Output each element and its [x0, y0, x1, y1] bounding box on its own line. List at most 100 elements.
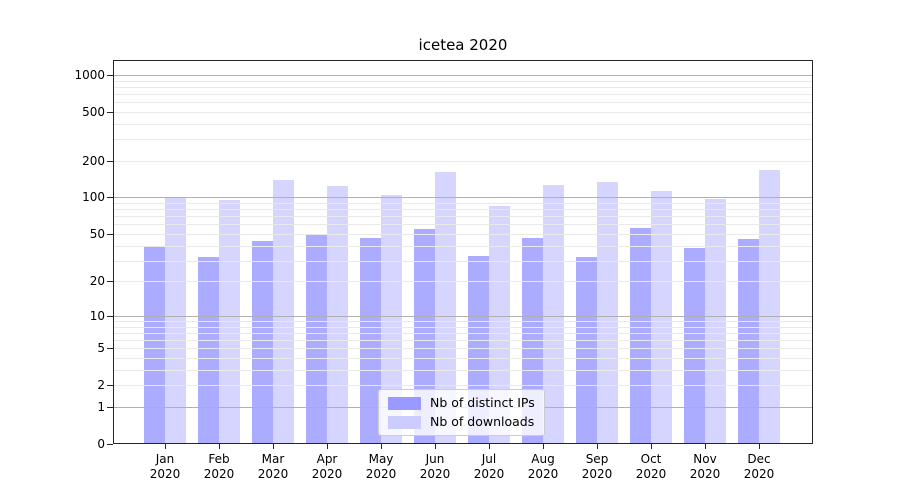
x-axis-tick-label: Mar 2020	[246, 452, 300, 482]
month-label: Jun	[425, 452, 445, 466]
year-label: 2020	[365, 467, 397, 481]
bar-distinct-ips-dec	[738, 239, 759, 443]
y-axis-tick-mark	[107, 75, 113, 76]
y-axis-tick-mark	[107, 407, 113, 408]
year-label: 2020	[581, 467, 613, 481]
x-axis-tick-mark	[759, 444, 760, 449]
y-axis-tick-mark	[107, 385, 113, 386]
y-axis-tick-label: 1	[97, 400, 105, 414]
bar-downloads-sep	[597, 182, 618, 443]
y-axis-tick-label: 200	[82, 154, 105, 168]
y-axis-tick-mark	[107, 316, 113, 317]
bar-downloads-mar	[273, 180, 294, 443]
x-axis-tick-mark	[219, 444, 220, 449]
gridline	[114, 75, 812, 76]
month-label: Jul	[481, 452, 497, 466]
month-label: Sep	[585, 452, 609, 466]
gridline	[114, 197, 812, 198]
bar-downloads-may	[381, 195, 402, 443]
gridline	[114, 87, 812, 88]
y-axis-tick-mark	[107, 281, 113, 282]
x-axis-tick-label: Jun 2020	[408, 452, 462, 482]
bar-downloads-jul	[489, 206, 510, 443]
legend-swatch-distinct-ips	[388, 396, 421, 410]
gridline	[114, 81, 812, 82]
year-label: 2020	[149, 467, 181, 481]
bar-downloads-oct	[651, 191, 672, 443]
gridline	[114, 112, 812, 113]
month-label: Nov	[693, 452, 717, 466]
y-axis-tick-label: 50	[89, 227, 105, 241]
x-axis-tick-mark	[381, 444, 382, 449]
y-axis-tick-label: 100	[82, 190, 105, 204]
y-axis-tick-label: 1000	[74, 68, 105, 82]
month-label: May	[368, 452, 394, 466]
year-label: 2020	[311, 467, 343, 481]
legend-label-downloads: Nb of downloads	[430, 414, 535, 429]
x-axis-tick-label: Sep 2020	[570, 452, 624, 482]
year-label: 2020	[419, 467, 451, 481]
bar-distinct-ips-oct	[630, 228, 651, 443]
legend: Nb of distinct IPs Nb of downloads	[378, 389, 545, 436]
y-axis-tick-mark	[107, 444, 113, 445]
gridline	[114, 161, 812, 162]
x-axis-tick-mark	[651, 444, 652, 449]
y-axis-tick-mark	[107, 348, 113, 349]
bar-downloads-nov	[705, 199, 726, 443]
legend-item-distinct-ips: Nb of distinct IPs	[388, 396, 535, 410]
month-label: Jan	[155, 452, 175, 466]
bar-distinct-ips-sep	[576, 257, 597, 443]
bar-downloads-jan	[165, 197, 186, 443]
bar-downloads-jun	[435, 172, 456, 443]
x-axis-tick-mark	[435, 444, 436, 449]
bar-distinct-ips-feb	[198, 257, 219, 443]
gridline	[114, 102, 812, 103]
x-axis-tick-mark	[165, 444, 166, 449]
y-axis-tick-mark	[107, 197, 113, 198]
y-axis-tick-label: 10	[89, 309, 105, 323]
x-axis-tick-label: May 2020	[354, 452, 408, 482]
year-label: 2020	[203, 467, 235, 481]
y-axis-tick-label: 2	[97, 378, 105, 392]
x-axis-tick-mark	[327, 444, 328, 449]
bar-distinct-ips-nov	[684, 248, 705, 443]
legend-label-distinct-ips: Nb of distinct IPs	[430, 395, 535, 410]
x-axis-tick-mark	[597, 444, 598, 449]
y-axis-tick-mark	[107, 234, 113, 235]
gridline	[114, 94, 812, 95]
year-label: 2020	[473, 467, 505, 481]
bar-downloads-feb	[219, 200, 240, 443]
x-axis-tick-label: Jan 2020	[138, 452, 192, 482]
x-axis-tick-label: Apr 2020	[300, 452, 354, 482]
x-axis-tick-label: Jul 2020	[462, 452, 516, 482]
gridline	[114, 139, 812, 140]
y-axis-tick-label: 0	[97, 437, 105, 451]
y-axis-tick-label: 20	[89, 274, 105, 288]
legend-item-downloads: Nb of downloads	[388, 415, 535, 429]
x-axis-tick-mark	[543, 444, 544, 449]
legend-swatch-downloads	[388, 415, 421, 429]
year-label: 2020	[689, 467, 721, 481]
x-axis-tick-label: Aug 2020	[516, 452, 570, 482]
x-axis-tick-label: Nov 2020	[678, 452, 732, 482]
month-label: Dec	[747, 452, 771, 466]
year-label: 2020	[527, 467, 559, 481]
bar-downloads-aug	[543, 185, 564, 443]
year-label: 2020	[743, 467, 775, 481]
y-axis-tick-mark	[107, 112, 113, 113]
chart-title: icetea 2020	[418, 36, 508, 54]
x-axis-tick-mark	[705, 444, 706, 449]
y-axis-tick-mark	[107, 161, 113, 162]
x-axis-tick-mark	[273, 444, 274, 449]
x-axis-tick-label: Oct 2020	[624, 452, 678, 482]
month-label: Aug	[531, 452, 555, 466]
gridline	[114, 124, 812, 125]
y-axis-tick-label: 500	[82, 105, 105, 119]
bar-downloads-apr	[327, 186, 348, 443]
bar-distinct-ips-apr	[306, 234, 327, 443]
x-axis-tick-label: Feb 2020	[192, 452, 246, 482]
bar-downloads-dec	[759, 170, 780, 443]
month-label: Mar	[261, 452, 285, 466]
month-label: Feb	[208, 452, 230, 466]
month-label: Oct	[640, 452, 662, 466]
